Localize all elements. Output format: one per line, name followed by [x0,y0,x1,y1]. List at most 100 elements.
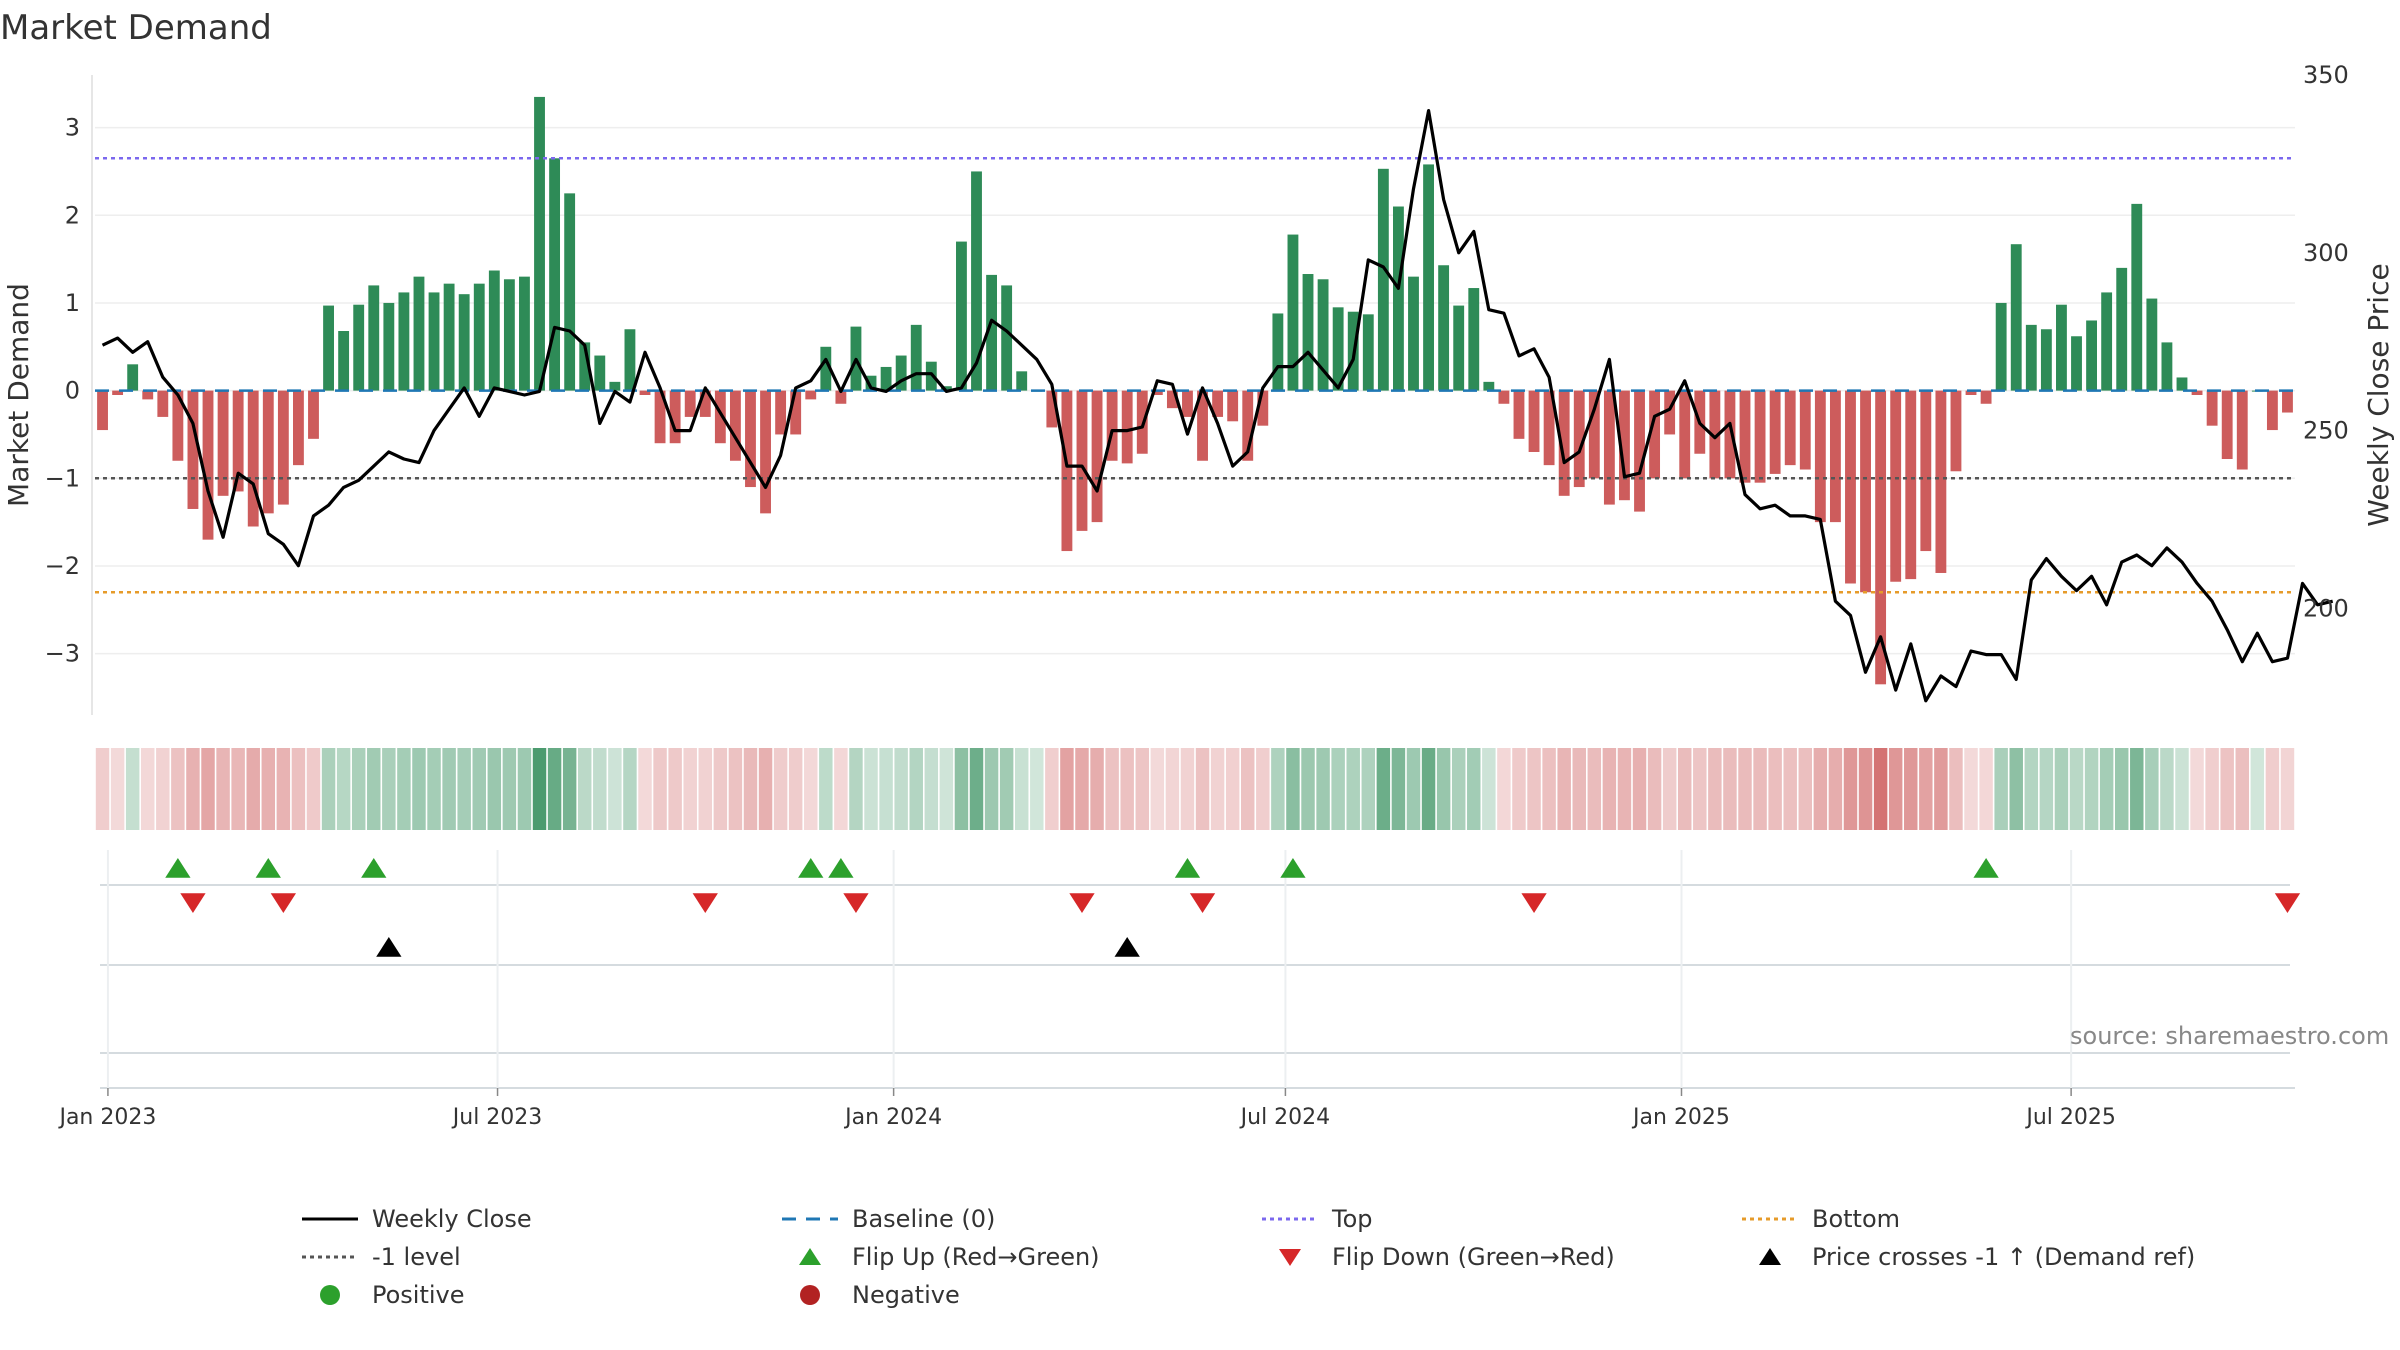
heat-cell [1783,748,1797,830]
demand-bar [1121,390,1133,464]
heat-cell [1316,748,1330,830]
heat-cell [231,748,245,830]
heat-cell [1557,748,1571,830]
flip-up-marker [798,858,824,878]
heat-cell [683,748,697,830]
heat-cell [502,748,517,830]
heat-cell [1135,748,1149,830]
heat-cell [1120,748,1134,830]
demand-bar [1573,390,1585,488]
demand-bar [1393,206,1404,391]
heat-cell [1256,748,1270,830]
heat-cell [1391,748,1406,830]
heat-cell [1994,748,2008,830]
flip-up-marker [255,858,281,878]
heat-cell [1451,748,1466,830]
demand-bar [805,390,817,400]
demand-bar [1905,390,1917,580]
flip-up-marker [361,858,387,878]
heat-cell [2145,748,2159,830]
demand-bar [519,276,530,391]
heat-cell [623,748,637,830]
heat-cell [2099,748,2114,830]
heat-cell [1828,748,1843,830]
demand-bar [112,390,124,395]
demand-bar [1769,390,1781,474]
demand-bar [971,171,982,391]
legend-label: Negative [852,1281,960,1309]
demand-bar [1423,164,1434,391]
legend-key-tri-up [780,1243,840,1271]
demand-bar [338,331,350,391]
heat-cell [1075,748,1089,830]
demand-bar [383,302,395,391]
legend-label: Weekly Close [372,1205,532,1233]
demand-bar [1784,390,1796,466]
demand-bar [1498,390,1510,404]
y-tick-label: 2 [65,201,80,229]
heat-cell [1195,748,1210,830]
demand-bar [1242,390,1254,461]
demand-bar [564,193,576,391]
demand-bar [2221,390,2233,459]
demand-bar [127,364,139,391]
heat-cell [1482,748,1496,830]
demand-bar [1332,307,1344,391]
heat-cell [1602,748,1617,830]
demand-bar [684,390,696,417]
demand-bar [1377,168,1389,391]
y2-tick-label: 200 [2303,594,2349,622]
legend-key-tri-up [1740,1243,1800,1271]
heat-cell [141,748,155,830]
legend-item: Price crosses -1 ↑ (Demand ref) [1740,1243,2195,1271]
heat-cell [1693,748,1707,830]
flip-down-marker [843,893,869,913]
heat-cell [1060,748,1074,830]
demand-bar [1408,276,1419,391]
legend-item: Top [1260,1205,1373,1233]
demand-bar [2266,390,2278,431]
demand-bar [1799,390,1811,470]
heat-cell [2220,748,2234,830]
heat-cell [819,748,833,830]
heat-cell [2039,748,2054,830]
legend-key-line-dot [1260,1205,1320,1233]
demand-bar [2191,390,2203,395]
heat-cell [1165,748,1180,830]
demand-bar [1046,390,1058,428]
legend-key-line-dot [300,1243,360,1271]
demand-bar [1438,265,1450,391]
demand-bar [1754,390,1766,483]
heat-cell [638,748,652,830]
heat-cell [1738,748,1752,830]
demand-bar [1649,390,1661,479]
demand-bar [1739,390,1751,483]
heat-cell [125,748,140,830]
weekly-close-series [101,108,2334,703]
demand-bar [745,390,756,488]
axes: 3 2 1 0 −1 −2 −3 Market Demand 350 300 250 200 Weekl… [2,61,2395,715]
demand-bar [1935,390,1947,573]
flip-up-marker [828,858,854,878]
demand-bar [2236,390,2248,470]
heat-cell [2250,748,2265,830]
demand-bar [2010,244,2022,391]
demand-bar [2176,377,2188,391]
heat-cell [954,748,969,830]
demand-bar [624,329,636,391]
demand-bar [2206,390,2218,426]
heat-cell [924,748,939,830]
demand-bar [865,375,877,391]
demand-bar [277,390,289,505]
heat-cell [457,748,471,830]
heat-cell [879,748,893,830]
demand-bar [293,390,304,466]
demand-bar [1483,381,1495,391]
flip-up-marker [1973,858,1999,878]
legend-label: Flip Down (Green→Red) [1332,1243,1615,1271]
heat-cell [276,748,291,830]
heat-cell [1241,748,1255,830]
legend-key-line-dot [1740,1205,1800,1233]
heat-cell [728,748,743,830]
demand-bar [699,390,711,417]
